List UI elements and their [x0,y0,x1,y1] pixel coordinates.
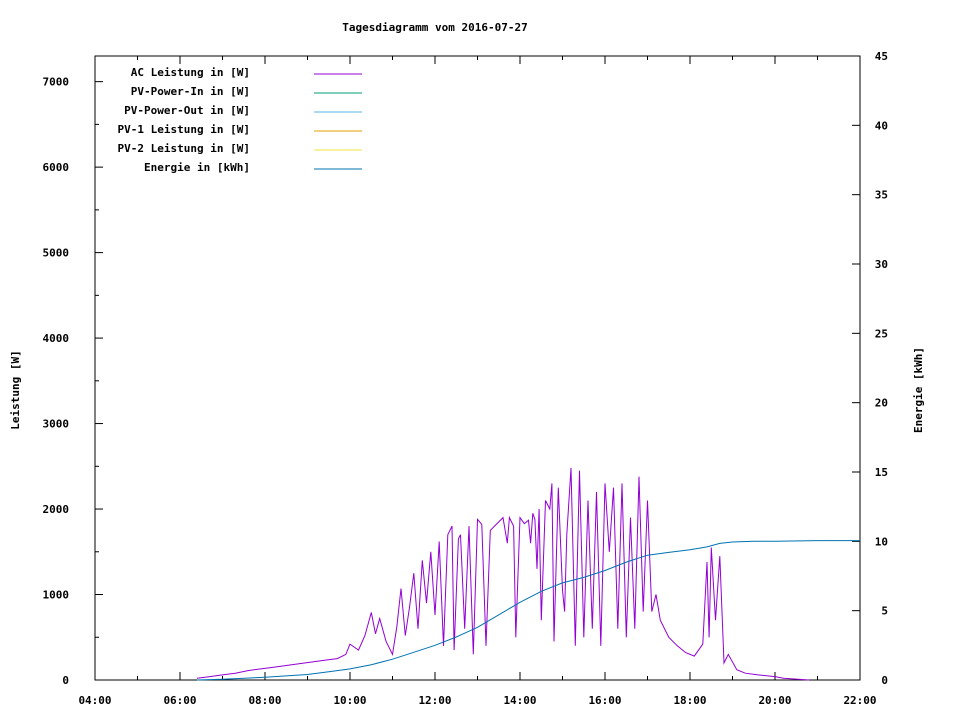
y-tick-label: 5000 [43,247,70,260]
y2-tick-label: 40 [875,119,888,132]
y-tick-label: 3000 [43,418,70,431]
y-axis-label: Leistung [W] [9,350,22,429]
x-tick-label: 20:00 [758,694,791,707]
series-line-1 [196,467,810,681]
legend-label: AC Leistung in [W] [131,66,250,79]
x-tick-label: 04:00 [78,694,111,707]
legend-label: PV-2 Leistung in [W] [118,142,250,155]
x-tick-label: 18:00 [673,694,706,707]
y2-tick-label: 10 [875,535,888,548]
y2-tick-label: 35 [875,189,888,202]
y2-tick-label: 30 [875,258,888,271]
legend-label: Energie in [kWh] [144,161,250,174]
x-tick-label: 08:00 [248,694,281,707]
legend: AC Leistung in [W] PV-Power-In in [W] PV-P… [118,66,362,174]
chart-title: Tagesdiagramm vom 2016-07-27 [342,21,527,34]
series-line-6 [196,540,860,681]
y2-axis-label: Energie [kWh] [912,347,925,433]
y-tick-label: 4000 [43,332,70,345]
x-tick-label: 12:00 [418,694,451,707]
series-layer [196,467,860,681]
x-tick-label: 16:00 [588,694,621,707]
x-tick-label: 10:00 [333,694,366,707]
y2-tick-label: 5 [881,605,888,618]
y2-tick-label: 45 [875,50,888,63]
axis-ticks: 04:00 06:00 08:00 10:00 12:00 14:00 16:00 18:00… [43,50,889,707]
x-tick-label: 22:00 [843,694,876,707]
x-tick-label: 06:00 [163,694,196,707]
y-tick-label: 7000 [43,76,70,89]
y2-tick-label: 15 [875,466,888,479]
legend-label: PV-1 Leistung in [W] [118,123,250,136]
x-tick-label: 14:00 [503,694,536,707]
y2-tick-label: 0 [881,674,888,687]
y-tick-label: 0 [62,674,69,687]
y-tick-label: 6000 [43,161,70,174]
y-tick-label: 2000 [43,503,70,516]
y2-tick-label: 25 [875,327,888,340]
y-tick-label: 1000 [43,589,70,602]
legend-label: PV-Power-In in [W] [131,85,250,98]
y2-tick-label: 20 [875,397,888,410]
legend-label: PV-Power-Out in [W] [124,104,250,117]
